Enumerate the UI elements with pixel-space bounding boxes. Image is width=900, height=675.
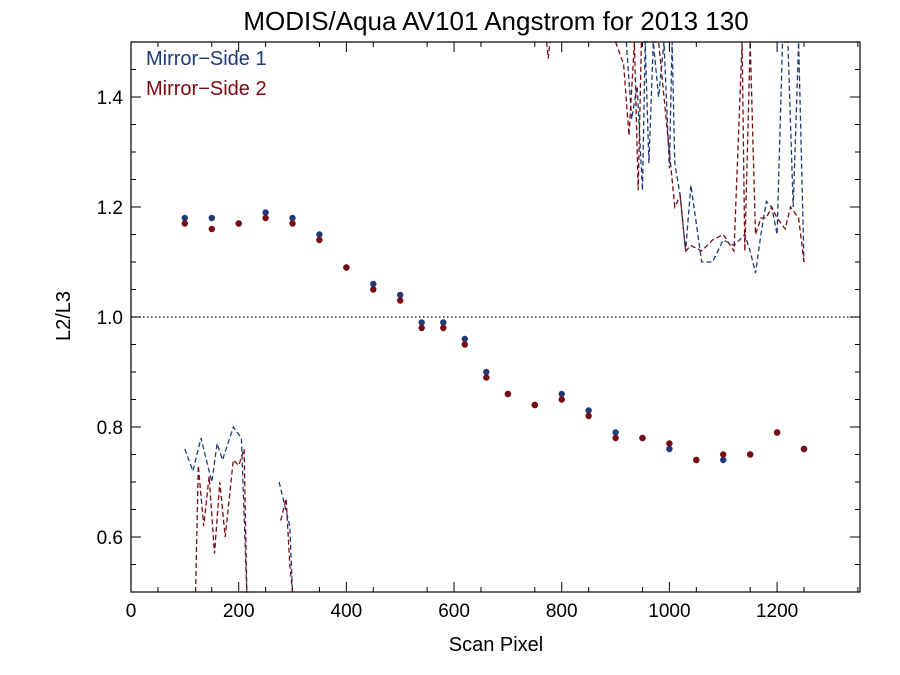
series-2-point <box>558 396 565 403</box>
series-1-dashed-segment-3 <box>625 41 805 274</box>
series-1-point <box>612 429 619 436</box>
series-2-point <box>397 297 404 304</box>
legend: Mirror−Side 1 Mirror−Side 2 <box>146 48 267 100</box>
series-1-dashed-segment-2 <box>278 481 294 593</box>
x-tick-label: 1200 <box>756 601 798 622</box>
series-2-dashed-segment-3 <box>545 41 551 59</box>
x-tick-label: 400 <box>331 601 363 622</box>
series-2-point <box>181 220 188 227</box>
legend-label-mirror-side-1: Mirror−Side 1 <box>146 48 267 70</box>
y-tick-label: 1.0 <box>97 308 123 329</box>
series-2-point <box>418 324 425 332</box>
series-2-point <box>639 434 646 442</box>
series-2-point <box>504 390 512 398</box>
series-2-point <box>235 220 242 227</box>
series-1-point <box>418 319 425 326</box>
series-1-dashed-segment-1 <box>184 425 250 593</box>
series-1-point <box>461 335 468 343</box>
series-2-point <box>585 412 592 420</box>
series-2-point <box>316 236 323 244</box>
x-axis-label: Scan Pixel <box>449 634 544 656</box>
series-1-point <box>483 368 490 376</box>
series-2-point <box>693 456 700 464</box>
series-2-point <box>531 401 538 409</box>
series-1-point <box>370 280 377 288</box>
series-1-point <box>208 214 215 222</box>
series-2-point <box>483 374 490 381</box>
series-2-point <box>773 429 781 436</box>
series-1-point <box>585 407 592 414</box>
y-tick-label: 1.4 <box>97 88 124 109</box>
series-2-dashed-segment-1 <box>194 448 248 593</box>
series-2-point <box>343 264 350 271</box>
x-tick-label: 1000 <box>648 601 690 622</box>
chart-title: MODIS/Aqua AV101 Angstrom for 2013 130 <box>243 6 748 36</box>
series-2-point <box>461 341 468 348</box>
legend-label-mirror-side-2: Mirror−Side 2 <box>146 78 267 100</box>
x-tick-label: 0 <box>126 601 137 622</box>
y-axis-label: L2/L3 <box>53 291 75 341</box>
series-1-point <box>289 214 296 222</box>
series-1-point <box>720 456 727 464</box>
series-2-point <box>612 434 619 442</box>
series-2-point <box>289 220 296 227</box>
series-2-point <box>747 451 754 458</box>
plot-area <box>131 41 860 593</box>
y-tick-label: 1.2 <box>97 198 123 219</box>
series-2-point <box>370 286 377 293</box>
series-1-point <box>262 209 269 216</box>
series-1-point <box>558 390 565 398</box>
series-1-point <box>181 214 188 222</box>
series-1-point <box>316 231 323 238</box>
series-2-point <box>208 225 215 233</box>
x-tick-label: 200 <box>223 601 255 622</box>
x-tick-label: 800 <box>546 601 578 622</box>
series-2-point <box>440 324 447 332</box>
series-2-point <box>262 214 269 222</box>
series-1-point <box>397 291 404 299</box>
series-1-point <box>666 445 673 453</box>
series-2-point <box>720 451 727 458</box>
series-2-dashed-segment-2 <box>280 498 294 593</box>
series-2-point <box>666 440 673 447</box>
axis-ticks: 0 200 400 600 800 1000 1200 0.6 0.8 1.0 1.2 1.4 <box>97 41 860 622</box>
y-tick-label: 0.8 <box>97 418 123 439</box>
x-tick-label: 600 <box>438 601 470 622</box>
series-1-point <box>440 319 447 326</box>
y-tick-label: 0.6 <box>97 528 123 549</box>
series-2-dashed-segment-4 <box>614 41 805 263</box>
series-2-point <box>800 445 808 453</box>
